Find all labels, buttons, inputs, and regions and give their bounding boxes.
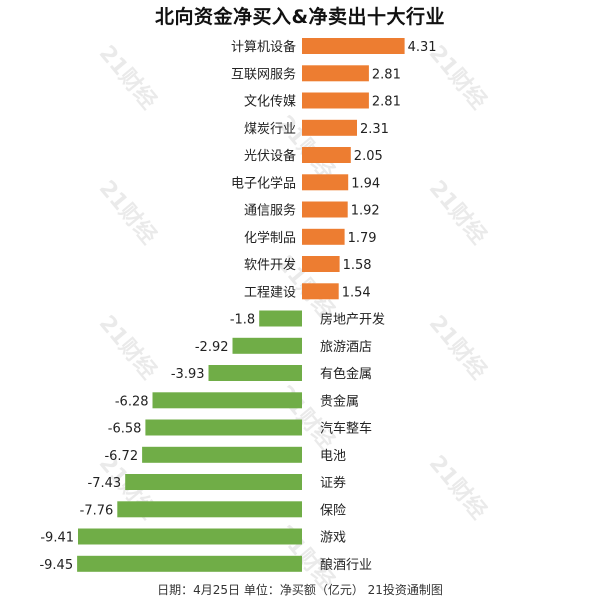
category-label: 贵金属: [320, 393, 359, 409]
bar: [302, 65, 369, 82]
data-label: -1.8: [230, 313, 255, 328]
category-label: 煤炭行业: [244, 122, 296, 137]
category-label: 保险: [320, 503, 346, 518]
data-label: 1.92: [351, 204, 380, 219]
category-label: 软件开发: [244, 257, 296, 273]
data-label: -9.41: [40, 531, 74, 546]
category-label: 汽车整车: [320, 421, 372, 437]
data-label: 2.31: [360, 122, 389, 137]
category-label: 化学制品: [244, 230, 296, 246]
data-label: -6.28: [115, 394, 149, 409]
category-label: 光伏设备: [244, 148, 296, 164]
bar: [259, 310, 302, 327]
bar: [125, 474, 302, 490]
bar: [302, 256, 340, 272]
bar: [302, 174, 349, 191]
bar: [302, 119, 357, 136]
category-label: 互联网服务: [231, 66, 296, 82]
bar: [117, 501, 302, 518]
data-label: -6.58: [108, 422, 142, 437]
category-label: 通信服务: [244, 203, 296, 219]
data-label: 4.31: [408, 40, 437, 55]
data-label: 2.81: [372, 95, 401, 110]
category-label: 游戏: [320, 531, 346, 546]
data-label: 1.79: [348, 231, 377, 246]
bar: [78, 528, 302, 545]
data-label: 1.54: [342, 285, 371, 300]
bar: [208, 365, 302, 381]
category-label: 计算机设备: [231, 39, 296, 55]
category-label: 工程建设: [244, 285, 296, 300]
chart-footer: 日期：4月25日 单位：净买额（亿元） 21投资通制图: [157, 583, 443, 597]
data-label: -2.92: [195, 340, 229, 355]
bar: [302, 228, 345, 245]
bar: [145, 419, 302, 436]
bar: [152, 392, 302, 409]
category-label: 证券: [320, 475, 346, 491]
category-label: 旅游酒店: [320, 340, 372, 355]
bar: [302, 283, 339, 300]
bar: [77, 555, 302, 572]
category-label: 房地产开发: [320, 312, 385, 328]
data-label: -7.43: [88, 476, 122, 491]
bar: [142, 446, 302, 463]
category-label: 酿酒行业: [320, 557, 372, 573]
bar: [232, 337, 302, 354]
data-label: 2.81: [372, 67, 401, 82]
data-label: 1.94: [351, 176, 380, 191]
data-label: 2.05: [354, 149, 383, 164]
data-label: 1.58: [343, 258, 372, 273]
category-label: 电子化学品: [231, 175, 296, 191]
category-label: 文化传媒: [244, 95, 296, 110]
bar: [302, 147, 351, 163]
bar: [302, 201, 348, 218]
data-label: -3.93: [171, 367, 205, 382]
data-label: -6.72: [104, 449, 138, 464]
data-label: -9.45: [39, 558, 73, 573]
bar: [302, 38, 405, 54]
chart-title: 北向资金净买入&净卖出十大行业: [154, 6, 446, 28]
category-label: 有色金属: [320, 366, 372, 382]
data-label: -7.76: [80, 503, 114, 518]
category-label: 电池: [320, 449, 346, 464]
bar: [302, 92, 369, 109]
